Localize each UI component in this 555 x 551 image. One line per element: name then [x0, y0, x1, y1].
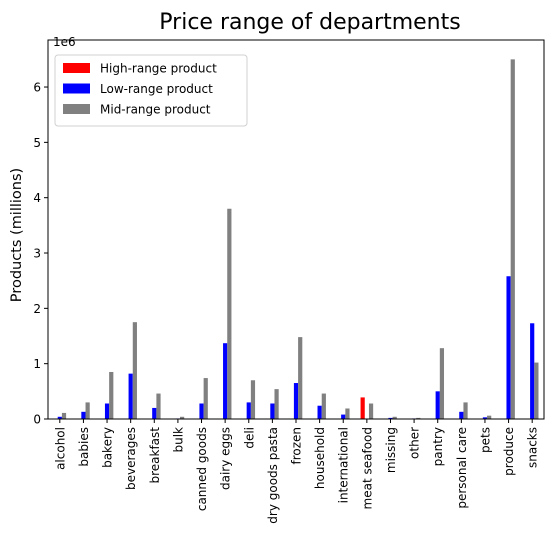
- bar-low-range-product-snacks: [530, 323, 535, 419]
- bar-mid-range-product-deli: [250, 380, 256, 419]
- x-tick-label-bulk: bulk: [171, 427, 185, 453]
- x-tick-label-international: international: [337, 427, 351, 503]
- bar-low-range-product-babies: [81, 411, 86, 419]
- y-tick-label-4: 4: [33, 191, 41, 205]
- bar-low-range-product-pantry: [435, 391, 440, 419]
- x-tick-label-dry-goods-pasta: dry goods pasta: [266, 427, 280, 524]
- bar-low-range-product-pets: [482, 417, 488, 419]
- bar-low-range-product-canned-goods: [199, 403, 204, 419]
- bar-low-range-product-international: [341, 414, 346, 419]
- x-tick-label-frozen: frozen: [290, 427, 304, 465]
- bar-low-range-product-bakery: [104, 403, 110, 419]
- chart-title: Price range of departments: [159, 10, 460, 35]
- x-tick-label-breakfast: breakfast: [148, 427, 162, 484]
- bar-mid-range-product-breakfast: [156, 393, 161, 419]
- bar-mid-range-product-pantry: [439, 348, 445, 419]
- x-tick-label-produce: produce: [502, 427, 516, 476]
- bar-mid-range-product-missing: [392, 416, 397, 419]
- y-tick-label-3: 3: [33, 247, 41, 261]
- bar-mid-range-product-frozen: [298, 337, 303, 419]
- x-tick-label-personal-care: personal care: [455, 427, 469, 509]
- bar-mid-range-product-household: [321, 393, 326, 419]
- bar-mid-range-product-dairy-eggs: [227, 208, 232, 419]
- bar-mid-range-product-snacks: [534, 362, 539, 419]
- y-tick-label-2: 2: [33, 302, 41, 316]
- bar-mid-range-product-other: [416, 417, 421, 419]
- bar-high-range-product-meat-seafood: [360, 397, 365, 419]
- bar-mid-range-product-babies: [85, 402, 90, 419]
- bar-low-range-product-breakfast: [152, 407, 157, 419]
- bar-low-range-product-missing: [388, 417, 393, 419]
- bar-low-range-product-beverages: [128, 373, 133, 419]
- x-tick-label-other: other: [408, 427, 422, 459]
- plot-area: 0 1 2 3 4 5 6 alcohol babies bakery beverages break…: [33, 39, 545, 524]
- y-tick-label-1: 1: [33, 357, 41, 371]
- bar-low-range-product-frozen: [293, 383, 299, 419]
- bar-mid-range-product-meat-seafood: [368, 403, 374, 419]
- bar-low-range-product-alcohol: [57, 416, 62, 419]
- bar-mid-range-product-pets: [487, 415, 492, 419]
- x-tick-label-snacks: snacks: [526, 427, 540, 468]
- x-tick-label-meat-seafood: meat seafood: [360, 427, 374, 509]
- bar-mid-range-product-personal-care: [463, 402, 468, 419]
- y-tick-label-6: 6: [33, 81, 41, 95]
- legend-swatch-low-range-product: [63, 83, 90, 94]
- bar-low-range-product-dairy-eggs: [223, 343, 228, 419]
- x-tick-label-alcohol: alcohol: [53, 427, 67, 470]
- bar-low-range-product-deli: [246, 402, 251, 419]
- legend-label-mid-range-product: Mid-range product: [100, 103, 211, 117]
- bar-mid-range-product-bulk: [180, 416, 185, 419]
- bar-mid-range-product-international: [345, 408, 350, 419]
- y-axis-offset-label: 1e6: [53, 35, 76, 49]
- x-tick-label-pets: pets: [478, 427, 492, 453]
- bar-low-range-product-dry-goods-pasta: [270, 403, 275, 419]
- y-axis-label: Products (millions): [9, 168, 25, 302]
- legend-swatch-mid-range-product: [63, 104, 90, 114]
- legend: High-range product Low-range product Mid-r…: [54, 54, 248, 127]
- bar-mid-range-product-canned-goods: [203, 378, 208, 419]
- x-tick-label-missing: missing: [384, 427, 398, 473]
- legend-label-low-range-product: Low-range product: [100, 82, 213, 96]
- bar-low-range-product-produce: [506, 276, 511, 419]
- x-tick-label-babies: babies: [77, 427, 91, 467]
- bar-low-range-product-personal-care: [459, 411, 464, 419]
- x-tick-label-household: household: [313, 427, 327, 489]
- bar-mid-range-product-bakery: [109, 371, 114, 419]
- x-tick-label-deli: deli: [242, 427, 256, 449]
- x-tick-label-beverages: beverages: [124, 427, 138, 490]
- x-tick-label-pantry: pantry: [431, 427, 445, 466]
- bar-mid-range-product-alcohol: [61, 412, 67, 419]
- bar-mid-range-product-dry-goods-pasta: [274, 389, 279, 419]
- bar-low-range-product-household: [317, 405, 322, 419]
- legend-box: [54, 54, 248, 127]
- bar-mid-range-product-beverages: [132, 322, 137, 419]
- x-tick-label-bakery: bakery: [101, 427, 115, 468]
- x-tick-label-dairy-eggs: dairy eggs: [219, 427, 233, 490]
- legend-label-high-range-product: High-range product: [100, 62, 217, 76]
- bar-mid-range-product-produce: [510, 59, 515, 420]
- legend-swatch-high-range-product: [63, 63, 90, 73]
- y-tick-label-0: 0: [33, 413, 41, 427]
- y-tick-label-5: 5: [33, 136, 41, 150]
- x-tick-label-canned-goods: canned goods: [195, 427, 209, 511]
